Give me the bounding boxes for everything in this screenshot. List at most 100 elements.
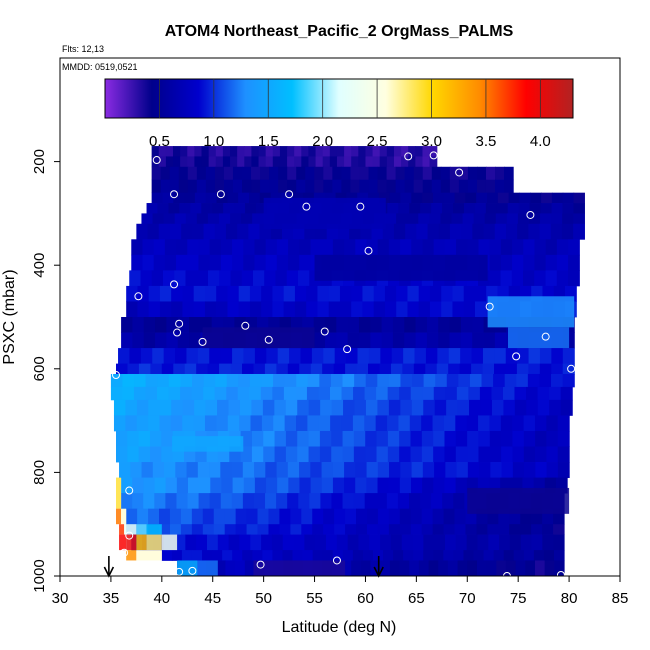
- heat-cell: [213, 524, 226, 535]
- heat-cell: [324, 317, 337, 333]
- heat-cell: [484, 213, 497, 225]
- heat-cell: [345, 524, 357, 535]
- heat-cell: [465, 508, 478, 525]
- heat-cell: [244, 560, 256, 577]
- heat-cell: [410, 446, 423, 463]
- heat-cell: [445, 462, 458, 478]
- heat-cell: [210, 477, 223, 494]
- heat-cell: [404, 332, 417, 349]
- heat-cell: [310, 477, 323, 494]
- heat-cell: [258, 146, 267, 157]
- heat-cell: [507, 203, 520, 214]
- heat-cell: [425, 363, 438, 375]
- heat-cell: [344, 462, 356, 478]
- heat-cell: [323, 524, 335, 535]
- heat-cell: [438, 317, 451, 333]
- heat-cell: [456, 239, 468, 256]
- heat-cell: [230, 146, 238, 157]
- heat-cell: [505, 348, 518, 365]
- heat-cell: [125, 399, 138, 416]
- heat-cell: [206, 446, 219, 463]
- heat-cell: [297, 399, 310, 416]
- heat-cell: [433, 239, 446, 256]
- heat-cell: [143, 493, 155, 510]
- heat-cell: [401, 156, 409, 168]
- heat-cell: [535, 446, 548, 463]
- heat-cell: [228, 399, 241, 416]
- heat-cell: [455, 534, 468, 551]
- heat-cell: [546, 430, 559, 447]
- heat-cell: [279, 317, 292, 333]
- heat-cell: [136, 415, 149, 432]
- heat-cell: [196, 179, 207, 194]
- heat-cell: [398, 203, 410, 214]
- heat-cell: [183, 446, 196, 463]
- heat-cell: [344, 156, 352, 168]
- heat-cell: [386, 493, 399, 510]
- heat-cell: [190, 203, 202, 214]
- heat-cell: [313, 317, 326, 333]
- heat-cell: [393, 156, 402, 168]
- heat-cell: [396, 213, 408, 225]
- heat-cell: [377, 179, 388, 194]
- heat-cell: [410, 430, 423, 447]
- heat-cell: [159, 285, 172, 302]
- heat-cell: [232, 550, 243, 561]
- heat-cell: [253, 493, 266, 510]
- heat-cell: [257, 508, 270, 525]
- heat-cell: [230, 363, 243, 375]
- heat-cell: [556, 239, 569, 256]
- heat-cell: [535, 430, 548, 447]
- heat-cell: [355, 477, 367, 494]
- heat-patch: [263, 197, 386, 229]
- heat-cell: [444, 477, 457, 494]
- heat-cell: [332, 166, 342, 181]
- heat-cell: [331, 430, 344, 447]
- heat-cell: [214, 166, 225, 181]
- heat-cell: [433, 477, 446, 494]
- sample-point: [404, 152, 413, 161]
- heat-cell: [127, 430, 140, 447]
- heat-cell: [157, 386, 170, 401]
- heat-cell: [386, 179, 397, 194]
- heat-cell: [400, 399, 413, 416]
- heat-cell: [360, 223, 373, 240]
- x-tick-label: 45: [204, 590, 221, 607]
- heat-cell: [422, 462, 435, 478]
- heat-cell: [277, 348, 290, 365]
- heat-cell: [409, 560, 420, 577]
- heat-cell: [520, 534, 533, 551]
- heat-cell: [457, 560, 468, 577]
- heat-cell: [474, 285, 487, 302]
- heat-cell: [194, 192, 207, 204]
- heat-cell: [423, 373, 436, 388]
- heat-cell: [416, 223, 429, 240]
- heat-cell: [491, 386, 504, 401]
- heat-cell: [230, 270, 243, 287]
- heat-cell: [568, 270, 580, 287]
- heat-cell: [487, 508, 499, 525]
- heat-cell: [543, 550, 555, 561]
- heat-cell: [370, 332, 383, 349]
- heat-cell: [266, 348, 279, 365]
- colorbar: 0.5 1.0 1.5 2.0 2.5 3.0 3.5 4.0: [104, 78, 574, 150]
- heat-cell: [396, 301, 409, 318]
- heat-cell: [515, 560, 526, 577]
- heat-cell: [223, 166, 234, 181]
- heat-cell: [458, 166, 469, 181]
- heat-cell: [545, 270, 558, 287]
- heat-cell: [121, 493, 133, 510]
- heat-cell: [496, 560, 507, 577]
- heat-cell: [433, 386, 446, 401]
- heat-cell: [454, 524, 467, 535]
- heat-cell: [322, 146, 331, 157]
- heat-cell: [497, 192, 510, 204]
- heat-cell: [129, 348, 142, 365]
- heat-cell: [242, 550, 253, 561]
- heat-cell: [271, 534, 284, 551]
- heat-cell: [519, 192, 531, 204]
- heat-cell: [551, 203, 564, 214]
- heat-cell: [320, 493, 333, 510]
- heat-cell: [351, 560, 362, 577]
- heat-cell: [323, 508, 335, 525]
